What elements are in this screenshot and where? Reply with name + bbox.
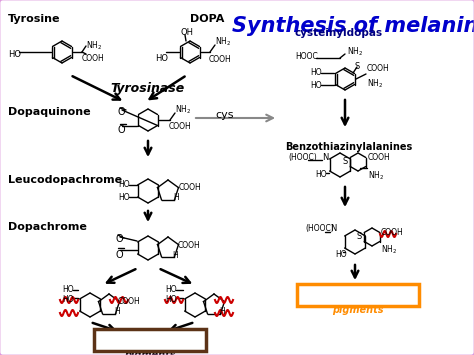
Text: Tyrosinase: Tyrosinase	[111, 82, 185, 95]
Text: Dopachrome: Dopachrome	[8, 222, 87, 232]
Text: NH$_2$: NH$_2$	[367, 78, 383, 91]
FancyBboxPatch shape	[94, 329, 206, 351]
Text: HO: HO	[62, 295, 73, 304]
Text: Dopaquinone: Dopaquinone	[8, 107, 91, 117]
Text: HOOC: HOOC	[295, 52, 318, 61]
FancyBboxPatch shape	[297, 284, 419, 306]
Text: pigments: pigments	[332, 305, 384, 315]
Text: Brown/Black: Brown/Black	[116, 343, 184, 353]
Text: HO: HO	[335, 250, 346, 259]
Text: OH: OH	[181, 28, 194, 37]
Text: HO: HO	[118, 193, 129, 202]
Text: DOPA: DOPA	[190, 14, 224, 24]
Text: N: N	[322, 153, 328, 162]
Text: COOH: COOH	[179, 183, 202, 192]
Text: NH$_2$: NH$_2$	[175, 104, 191, 116]
Text: COOH: COOH	[367, 64, 390, 73]
Text: HO: HO	[8, 50, 21, 59]
Text: H: H	[219, 307, 225, 316]
Text: NH$_2$: NH$_2$	[215, 36, 231, 49]
Text: COOH: COOH	[209, 55, 232, 64]
Text: Synthesis of melanin: Synthesis of melanin	[232, 16, 474, 36]
Text: HO: HO	[118, 180, 129, 189]
Text: HO: HO	[310, 68, 322, 77]
Text: N: N	[330, 224, 337, 233]
Text: HO: HO	[155, 54, 168, 63]
Text: O: O	[116, 250, 124, 260]
Text: O: O	[118, 107, 126, 117]
Text: HO: HO	[165, 285, 177, 294]
Text: S: S	[343, 157, 348, 166]
Text: NH$_2$: NH$_2$	[381, 244, 397, 257]
Text: S: S	[357, 232, 362, 241]
Text: Benzothiazinylalanines: Benzothiazinylalanines	[285, 142, 412, 152]
Text: EUMELANINS: EUMELANINS	[109, 333, 191, 343]
Text: COOH: COOH	[118, 297, 141, 306]
Text: HO: HO	[315, 170, 327, 179]
Text: cysteinyldopas: cysteinyldopas	[295, 28, 383, 38]
Text: Tyrosine: Tyrosine	[8, 14, 61, 24]
Text: HO: HO	[62, 285, 73, 294]
Text: cys: cys	[216, 110, 234, 120]
Text: (HOOC): (HOOC)	[288, 153, 317, 162]
Text: HO: HO	[165, 295, 177, 304]
Text: H: H	[173, 193, 179, 202]
Text: COOH: COOH	[368, 153, 391, 162]
Text: NH$_2$: NH$_2$	[368, 169, 384, 181]
Text: (HOOC): (HOOC)	[305, 224, 334, 233]
Text: COOH: COOH	[169, 122, 192, 131]
Text: NH$_2$: NH$_2$	[86, 39, 102, 51]
Text: COOH: COOH	[178, 241, 201, 250]
Text: NH$_2$: NH$_2$	[347, 46, 363, 59]
Text: O: O	[116, 234, 124, 244]
Text: pigments: pigments	[124, 350, 176, 355]
Text: H: H	[114, 307, 120, 316]
Text: H: H	[172, 251, 178, 260]
Text: O: O	[118, 125, 126, 135]
Text: COOH: COOH	[82, 54, 105, 63]
Text: HO: HO	[310, 81, 322, 90]
Text: COOH: COOH	[381, 228, 404, 237]
Text: PHEOMELANINS: PHEOMELANINS	[309, 288, 408, 298]
Text: Red/Yellow: Red/Yellow	[328, 298, 388, 308]
Text: Leucodopachrome: Leucodopachrome	[8, 175, 122, 185]
Text: S: S	[355, 62, 360, 71]
